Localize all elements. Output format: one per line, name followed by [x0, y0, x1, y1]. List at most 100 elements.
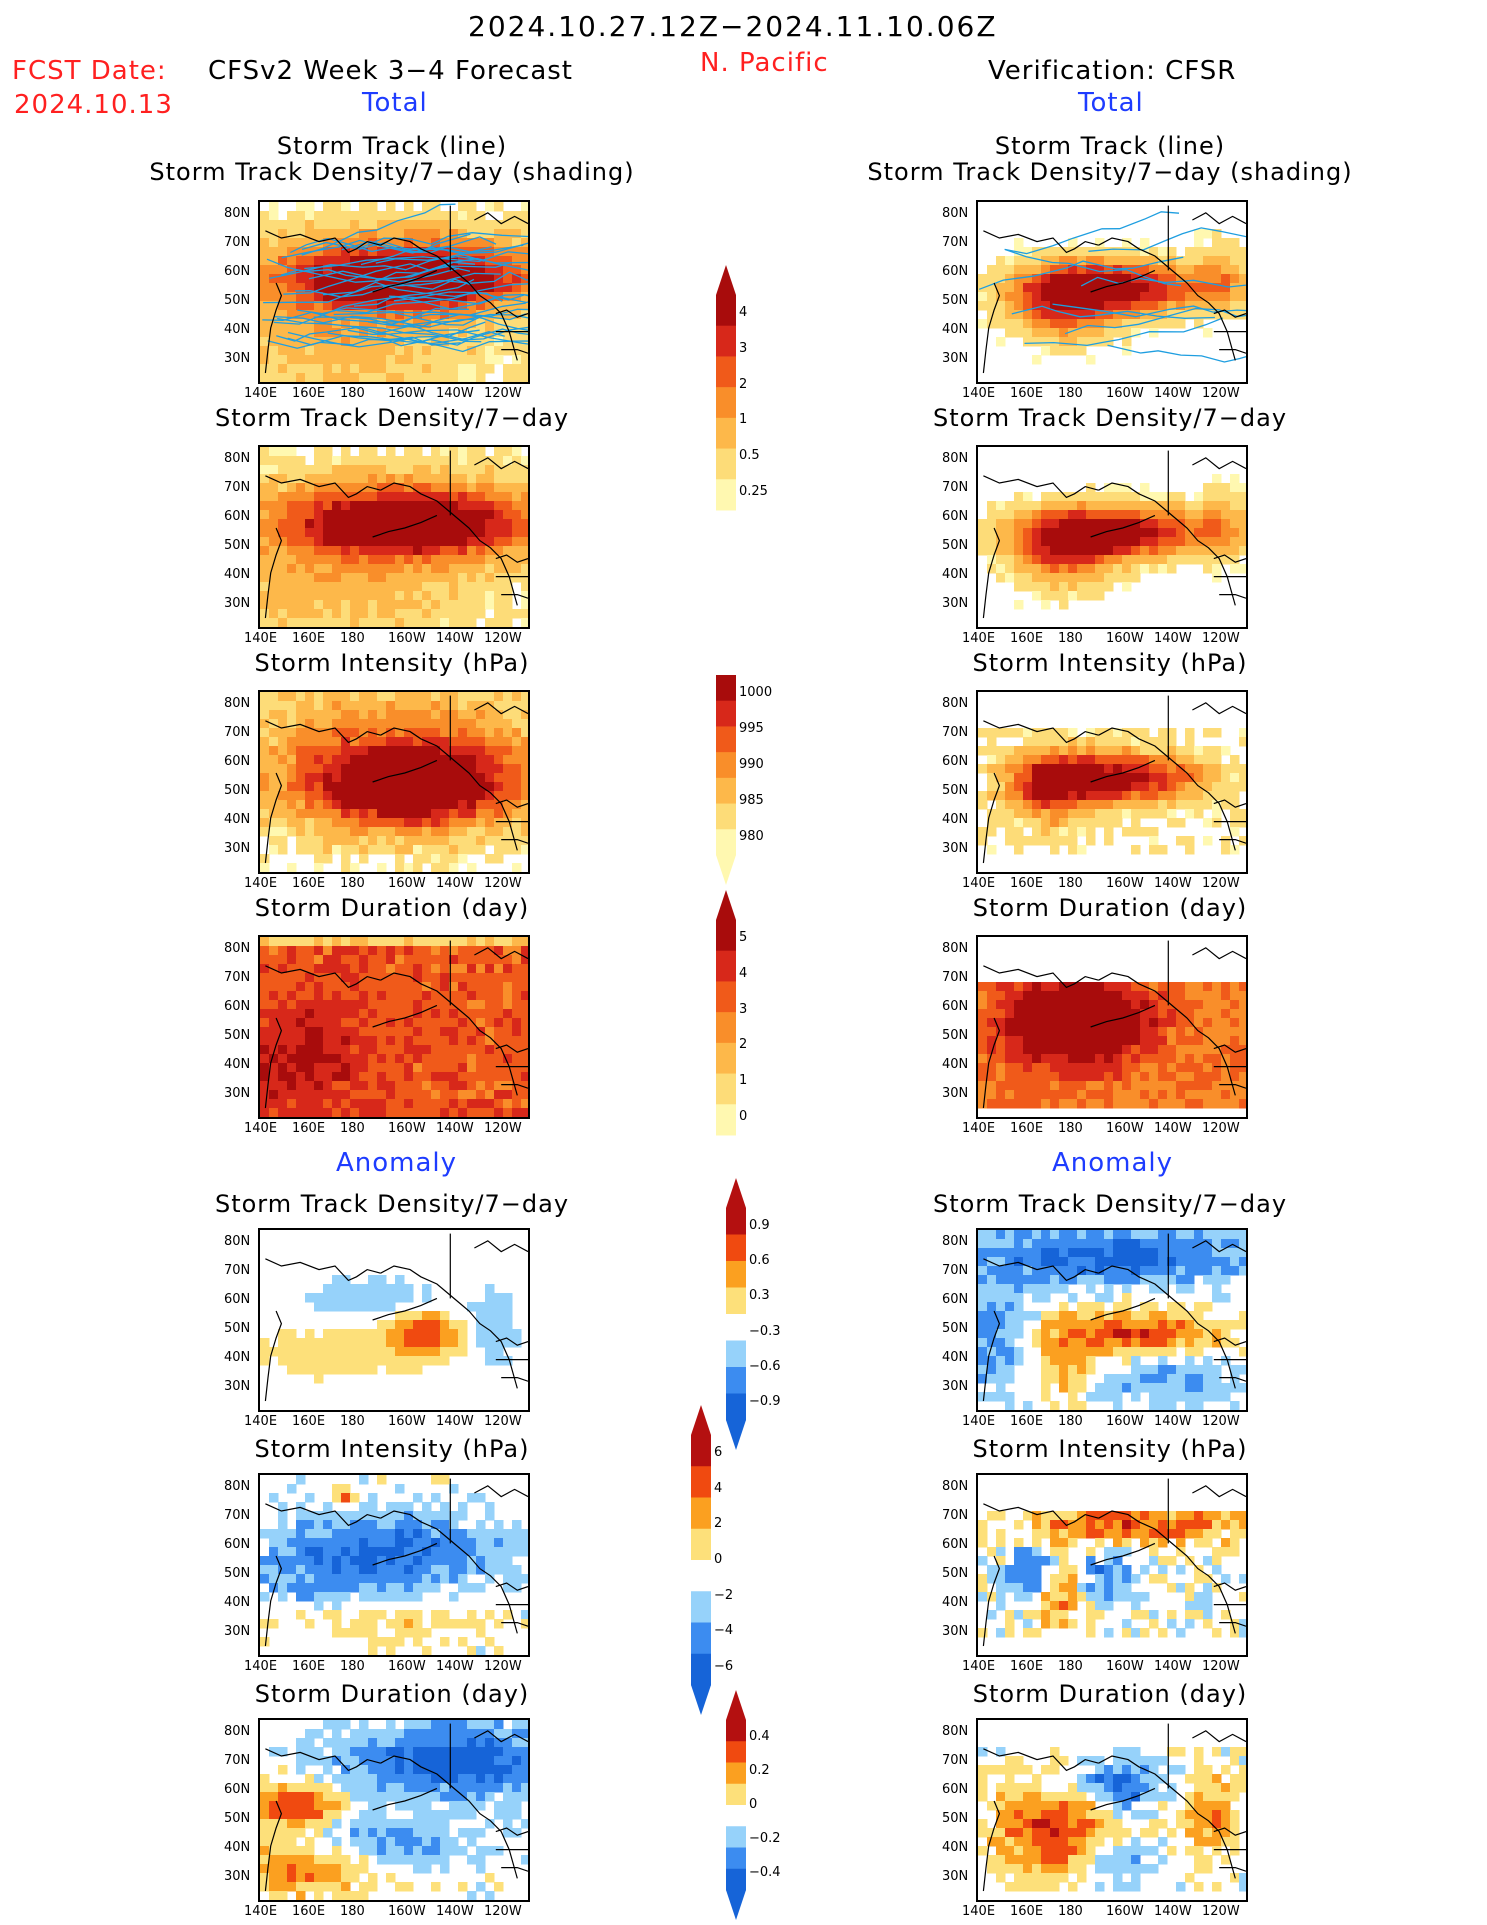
fc-intensity-lat-label: 40N	[224, 812, 251, 827]
fc-density-anom-lon-label: 140E	[244, 1414, 278, 1429]
fc-density-lat-label: 30N	[224, 596, 251, 611]
fc-duration-lat-label: 70N	[224, 970, 251, 985]
fc-track-lon-label: 140E	[244, 386, 278, 401]
fc-duration-field	[260, 937, 528, 1117]
vf-density-lat-label: 50N	[942, 538, 969, 553]
fc-duration-lat-label: 80N	[224, 941, 251, 956]
fc-density-lat-label: 60N	[224, 509, 251, 524]
fc-track-lat-label: 40N	[224, 322, 251, 337]
fc-duration-anom-map	[258, 1718, 530, 1902]
vf-density-anom-lat-label: 50N	[942, 1321, 969, 1336]
forecast-anomaly-label: Anomaly	[336, 1148, 458, 1178]
vf-duration-anom-lat-label: 40N	[942, 1840, 969, 1855]
vf-duration-lon-label: 160E	[1010, 1121, 1044, 1136]
fc-duration-anom-title: Storm Duration (day)	[254, 1680, 530, 1708]
vf-density-lon-label: 160W	[1106, 631, 1144, 646]
fc-intensity-title: Storm Intensity (hPa)	[254, 649, 530, 677]
vf-duration-anom-field	[978, 1723, 1246, 1892]
fc-density-anom-map	[258, 1228, 530, 1412]
verification-anomaly-label: Anomaly	[1052, 1148, 1174, 1178]
vf-density-lon-label: 180	[1058, 631, 1083, 646]
vf-duration-anom-lat-label: 70N	[942, 1753, 969, 1768]
vf-density-lat-label: 30N	[942, 596, 969, 611]
colorbar-intensity_anom-label: 6	[714, 1444, 723, 1460]
fc-duration-anom-field	[260, 1720, 528, 1900]
vf-intensity-lat-label: 70N	[942, 725, 969, 740]
vf-track-title-2: Storm Track Density/7−day (shading)	[867, 158, 1353, 186]
vf-density-anom-lon-label: 160W	[1106, 1414, 1144, 1429]
vf-intensity-lon-label: 120W	[1202, 876, 1240, 891]
verification-total-label: Total	[1078, 88, 1144, 118]
fc-density-lon-label: 140W	[436, 631, 474, 646]
period-title: 2024.10.27.12Z−2024.11.10.06Z	[468, 10, 998, 43]
fc-intensity-anom-lon-label: 120W	[484, 1659, 522, 1674]
fc-density-anom-lon-label: 120W	[484, 1414, 522, 1429]
fc-track-lon-label: 120W	[484, 386, 522, 401]
vf-intensity-anom-lon-label: 160W	[1106, 1659, 1144, 1674]
fc-density-lon-label: 160E	[292, 631, 326, 646]
fc-track-lon-label: 180	[340, 386, 365, 401]
vf-density-anom-lon-label: 140E	[962, 1414, 996, 1429]
fc-duration-lon-label: 180	[340, 1121, 365, 1136]
vf-duration-anom-lon-label: 140E	[962, 1904, 996, 1919]
vf-density-title: Storm Track Density/7−day	[932, 404, 1288, 432]
vf-intensity-anom-lat-label: 70N	[942, 1508, 969, 1523]
fc-density-anom-lat-label: 60N	[224, 1292, 251, 1307]
colorbar-duration_total-label: 3	[739, 1001, 748, 1017]
colorbar-density_anom	[726, 1178, 746, 1450]
vf-density-anom-map	[976, 1228, 1248, 1412]
fc-duration-map	[258, 935, 530, 1119]
colorbar-duration_total-label: 4	[739, 965, 748, 981]
fc-intensity-anom-lat-label: 80N	[224, 1479, 251, 1494]
vf-density-anom-lat-label: 80N	[942, 1234, 969, 1249]
vf-duration-lon-label: 180	[1058, 1121, 1083, 1136]
fc-duration-anom-lon-label: 140E	[244, 1904, 278, 1919]
colorbar-duration_total-label: 0	[739, 1109, 748, 1125]
vf-density-anom-lat-label: 70N	[942, 1263, 969, 1278]
colorbar-intensity_anom-label: −4	[714, 1623, 734, 1639]
vf-intensity-anom-map	[976, 1473, 1248, 1657]
colorbar-duration_anom-label: −0.4	[749, 1865, 781, 1880]
fc-duration-anom-lon-label: 180	[340, 1904, 365, 1919]
vf-track-lon-label: 160E	[1010, 386, 1044, 401]
vf-duration-anom-lon-label: 160E	[1010, 1904, 1044, 1919]
fc-intensity-anom-lat-label: 50N	[224, 1566, 251, 1581]
vf-duration-anom-lat-label: 30N	[942, 1869, 969, 1884]
colorbar-density_anom-label: 0.3	[749, 1288, 770, 1304]
colorbar-intensity_total-label: 1000	[739, 685, 773, 700]
fc-track-lat-label: 60N	[224, 264, 251, 279]
fc-track-lon-label: 160W	[388, 386, 426, 401]
colorbar-duration_total-label: 5	[739, 929, 748, 945]
vf-intensity-anom-lat-label: 40N	[942, 1595, 969, 1610]
vf-intensity-lat-label: 30N	[942, 841, 969, 856]
region-title: N. Pacific	[700, 48, 829, 78]
vf-density-lat-label: 80N	[942, 451, 969, 466]
fc-intensity-lat-label: 70N	[224, 725, 251, 740]
colorbar-density_anom-label: 0.9	[749, 1217, 770, 1233]
colorbar-duration_anom	[726, 1690, 746, 1920]
colorbar-intensity_total-label: 990	[739, 757, 764, 772]
colorbar-duration_anom-label: 0.4	[749, 1729, 770, 1744]
vf-track-lat-label: 60N	[942, 264, 969, 279]
vf-density-anom-field	[978, 1230, 1246, 1410]
fc-density-anom-lat-label: 40N	[224, 1350, 251, 1365]
fc-density-lat-label: 80N	[224, 451, 251, 466]
fc-intensity-anom-lon-label: 140W	[436, 1659, 474, 1674]
fc-density-anom-lon-label: 140W	[436, 1414, 474, 1429]
vf-intensity-field	[978, 695, 1246, 864]
vf-intensity-anom-lat-label: 30N	[942, 1624, 969, 1639]
colorbar-density_total-label: 2	[739, 376, 748, 392]
vf-density-anom-lon-label: 140W	[1154, 1414, 1192, 1429]
vf-duration-lat-label: 40N	[942, 1057, 969, 1072]
fc-intensity-lat-label: 60N	[224, 754, 251, 769]
fc-duration-lon-label: 140E	[244, 1121, 278, 1136]
vf-density-anom-title: Storm Track Density/7−day	[932, 1190, 1288, 1218]
colorbar-duration_total	[716, 890, 736, 1136]
colorbar-density_anom-label: −0.6	[749, 1359, 781, 1374]
colorbar-density_anom-label: 0.6	[749, 1253, 770, 1268]
vf-intensity-lat-label: 60N	[942, 754, 969, 769]
colorbar-density_anom-label: −0.3	[749, 1323, 781, 1339]
vf-intensity-lon-label: 160E	[1010, 876, 1044, 891]
forecast-title: CFSv2 Week 3−4 Forecast	[208, 56, 573, 86]
vf-track-lat-label: 30N	[942, 351, 969, 366]
